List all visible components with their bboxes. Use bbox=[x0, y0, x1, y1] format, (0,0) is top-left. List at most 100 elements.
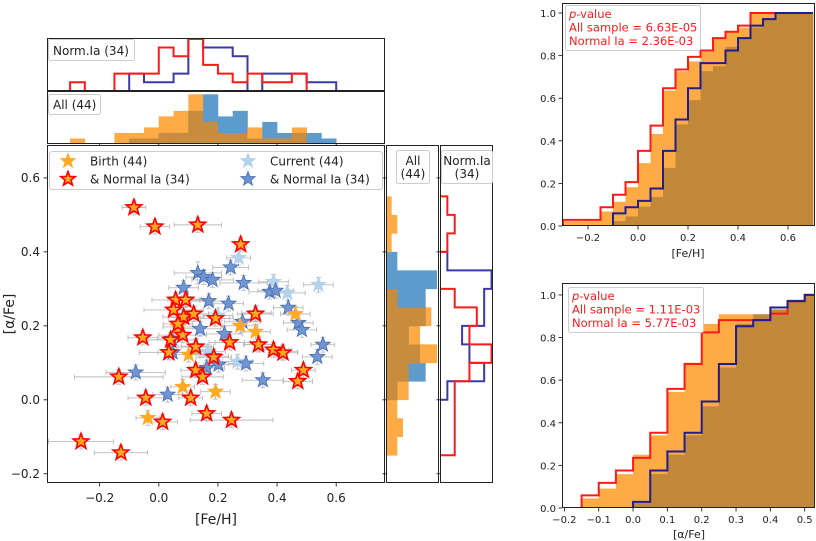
pvalue-title: p-value bbox=[568, 7, 612, 21]
x-tick-label: 0.2 bbox=[208, 491, 227, 505]
cdf-fill-birth bbox=[600, 211, 614, 226]
cdf-fill-current bbox=[650, 474, 668, 508]
pvalue-all-sample: All sample = 6.63E-05 bbox=[569, 21, 697, 35]
alpha-cdf-x-axis-label: [α/Fe] bbox=[673, 528, 705, 541]
cdf-fill-birth bbox=[598, 488, 617, 508]
histogram-lines bbox=[69, 38, 381, 91]
cdf-fill-current bbox=[753, 314, 771, 508]
y-tick-label: 0.8 bbox=[540, 52, 556, 63]
cdf-fill-birth bbox=[588, 221, 601, 226]
scatter-point-current bbox=[229, 248, 248, 266]
cdf-fill-current bbox=[775, 13, 789, 226]
hist-bar-birth bbox=[70, 138, 86, 144]
hist-bar-birth bbox=[386, 214, 398, 234]
pvalue-title-italic: p bbox=[568, 7, 576, 21]
scatter-axes-frame bbox=[47, 145, 385, 483]
hist-bar-overlap bbox=[158, 132, 174, 144]
cdf-fill-current bbox=[650, 197, 664, 226]
cdf-fill-current bbox=[718, 367, 737, 508]
x-tick-label: 0.4 bbox=[268, 491, 287, 505]
right-norm-label-box: Norm.Ia (34) bbox=[441, 150, 493, 184]
pvalue-title-rest: -value bbox=[576, 7, 611, 21]
hist-bar-overlap bbox=[217, 132, 234, 144]
legend-label-birth: Birth (44) bbox=[90, 155, 147, 169]
hist-bar-overlap bbox=[291, 132, 307, 144]
scatter-panel: −0.2 0.0 0.2 0.4 0.6 −0.2 0.0 0.2 0.4 0.6 bbox=[11, 145, 385, 505]
histogram-axes-frame bbox=[47, 91, 385, 144]
scatter-point-current-normal-ia bbox=[195, 267, 213, 285]
hist-bar-birth bbox=[386, 418, 404, 438]
hist-bar-current bbox=[386, 270, 438, 290]
scatter-point-birth-normal-ia bbox=[108, 366, 129, 386]
scatter-point-birth-normal-ia bbox=[185, 336, 206, 356]
step-line-birth-normal-ia bbox=[440, 195, 493, 474]
cdf-fill-birth bbox=[615, 474, 634, 508]
scatter-point-birth bbox=[246, 322, 265, 340]
cdf-fill-current bbox=[713, 66, 726, 226]
y-tick-label: −0.2 bbox=[11, 467, 40, 481]
y-tick-label: 1.0 bbox=[540, 9, 556, 20]
alpha-hist-normal-ia-panel bbox=[436, 145, 493, 483]
scatter-point-current-normal-ia bbox=[293, 320, 311, 338]
hist-bar-current bbox=[321, 138, 337, 144]
cdf-fill-birth bbox=[563, 221, 576, 226]
top-all-label: All (44) bbox=[53, 98, 96, 112]
scatter-point-birth-normal-ia bbox=[175, 289, 196, 309]
hist-bar-birth bbox=[129, 132, 145, 144]
scatter-point-birth-normal-ia bbox=[163, 299, 184, 319]
x-tick-label: −0.2 bbox=[576, 233, 600, 244]
scatter-point-current bbox=[264, 272, 283, 290]
pvalue-normal-ia: Normal Ia = 5.77E-03 bbox=[572, 316, 696, 330]
hist-bar-overlap bbox=[386, 381, 398, 401]
pvalue-normal-ia: Normal Ia = 2.36E-03 bbox=[569, 34, 693, 48]
cdf-fill-current bbox=[725, 46, 739, 226]
scatter-marks bbox=[48, 197, 336, 462]
y-tick-label: 0.6 bbox=[540, 94, 556, 105]
scatter-point-birth-normal-ia bbox=[219, 331, 240, 351]
scatter-point-birth-normal-ia bbox=[160, 329, 181, 349]
cdf-fill-current bbox=[684, 435, 703, 508]
x-tick-label: 0.0 bbox=[625, 515, 641, 526]
scatter-point-current bbox=[309, 275, 328, 293]
cdf-fill-current bbox=[736, 323, 754, 508]
hist-bar-current bbox=[277, 132, 293, 144]
scatter-point-current-normal-ia bbox=[314, 335, 332, 353]
cdf-step-birth-normal-ia bbox=[564, 293, 815, 508]
cdf-axes-frame bbox=[562, 283, 815, 508]
scatter-point-current-normal-ia bbox=[200, 291, 218, 309]
scatter-point-current-normal-ia bbox=[191, 319, 209, 337]
cdf-fill-current bbox=[638, 206, 651, 226]
scatter-point-current-normal-ia bbox=[237, 354, 255, 371]
legend-frame bbox=[49, 151, 383, 190]
scatter-point-current-normal-ia bbox=[266, 281, 285, 299]
cdf-fill-current bbox=[688, 100, 701, 226]
pvalue-title-rest: -value bbox=[579, 289, 614, 303]
hist-bar-birth bbox=[114, 132, 130, 144]
hist-bar-birth bbox=[386, 399, 398, 419]
scatter-point-birth-normal-ia bbox=[248, 334, 269, 354]
cdf-marks bbox=[564, 293, 815, 508]
histogram-axes-frame bbox=[47, 38, 385, 91]
y-tick-label: 0.6 bbox=[21, 171, 40, 185]
scatter-point-current-normal-ia bbox=[203, 270, 222, 288]
y-tick-label: 0.4 bbox=[540, 419, 556, 430]
alpha-cdf-panel: −0.2 −0.1 0.0 0.1 0.2 0.3 0.4 0.5 0.0 0.2 0.4 0.6 0.… bbox=[540, 283, 815, 526]
scatter-y-axis-label: [α/Fe] bbox=[2, 294, 18, 335]
cdf-fill-current bbox=[750, 27, 764, 226]
scatter-point-birth-normal-ia bbox=[132, 327, 153, 347]
scatter-point-birth-normal-ia bbox=[144, 216, 165, 236]
cdf-step-current-normal-ia bbox=[564, 293, 815, 508]
hist-bar-overlap bbox=[386, 362, 409, 382]
x-tick-label: 0.6 bbox=[327, 491, 346, 505]
cdf-fill-current bbox=[788, 13, 801, 226]
histogram-axes-frame bbox=[440, 145, 493, 483]
scatter-point-current-normal-ia bbox=[222, 258, 240, 275]
x-tick-label: 0.4 bbox=[730, 233, 746, 244]
cdf-fill-birth bbox=[633, 454, 651, 508]
cdf-fill-current bbox=[763, 17, 776, 226]
x-tick-label: 0.3 bbox=[728, 515, 744, 526]
scatter-point-birth-normal-ia bbox=[158, 341, 179, 361]
cdf-fill-current bbox=[613, 221, 626, 226]
top-all-label-box: All (44) bbox=[48, 94, 101, 115]
cdf-fill-current bbox=[700, 71, 714, 226]
